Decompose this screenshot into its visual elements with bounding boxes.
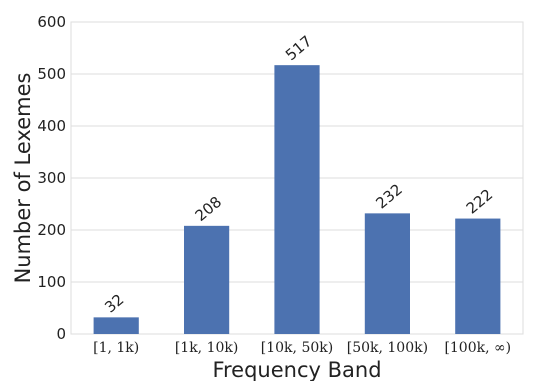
bar [184,225,230,334]
bar [274,65,320,334]
x-tick-label: [50k, 100k) [347,340,428,356]
x-tick-label: [10k, 50k) [261,340,333,356]
data-label: 232 [372,180,406,212]
x-tick-label: [1, 1k) [93,340,139,356]
data-label: 32 [101,290,127,316]
bar [455,218,501,334]
data-label: 208 [192,193,226,225]
y-tick-label: 100 [37,273,66,291]
y-tick-label: 300 [37,169,66,187]
data-label: 222 [463,185,497,217]
x-tick-labels: [1, 1k) [1k, 10k) [10k, 50k) [50k, 100k) [10… [93,340,511,356]
x-tick-label: [1k, 10k) [175,340,239,356]
x-axis-label: Frequency Band [212,358,381,381]
y-tick-label: 600 [37,13,66,31]
bar [364,213,410,334]
y-tick-label: 400 [37,117,66,135]
y-axis-label: Number of Lexemes [11,73,35,284]
bar [93,317,139,334]
y-tick-label: 0 [56,325,66,343]
data-label: 517 [282,32,316,64]
bars [93,65,501,334]
y-tick-label: 200 [37,221,66,239]
y-tick-labels: 0 100 200 300 400 500 600 [37,13,66,343]
x-tick-label: [100k, ∞) [444,340,511,356]
y-tick-label: 500 [37,65,66,83]
